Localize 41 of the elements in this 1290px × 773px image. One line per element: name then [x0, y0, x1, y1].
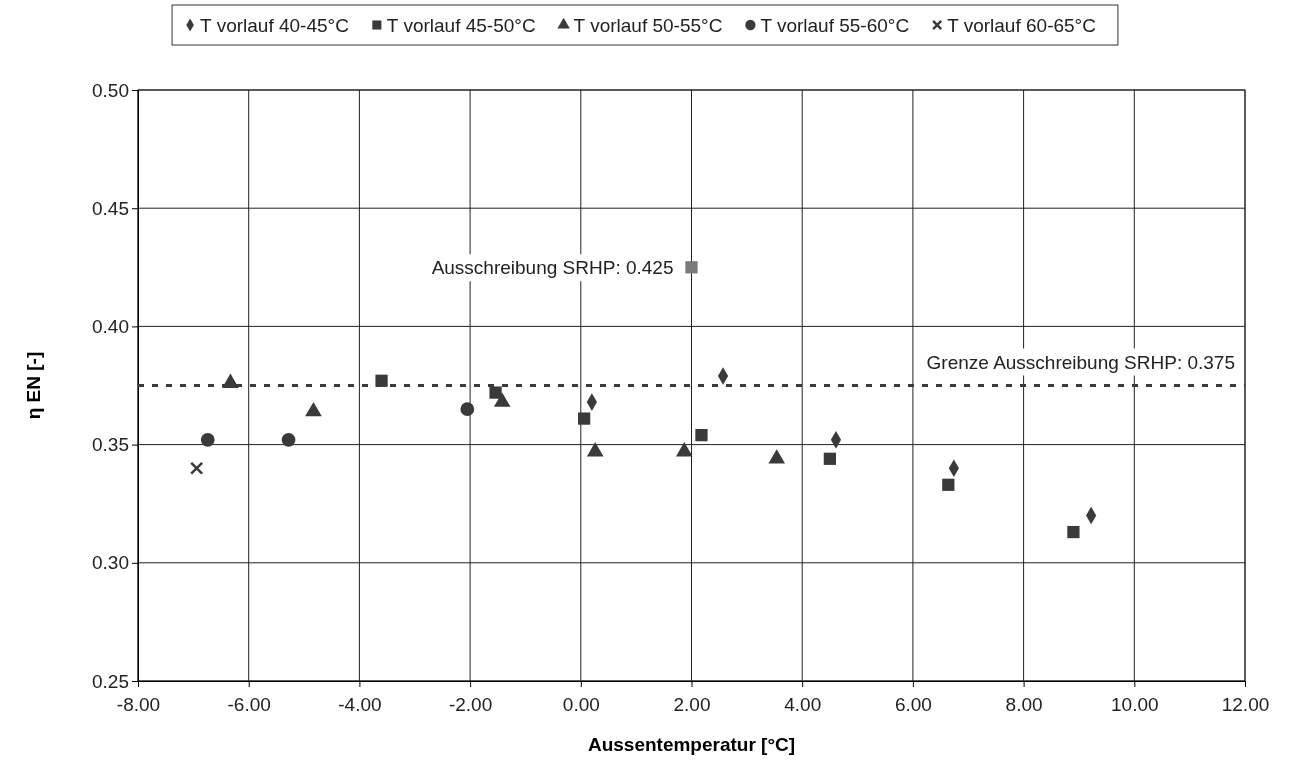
x-axis-title: Aussentemperatur [°C]	[587, 734, 796, 755]
annotation: Ausschreibung SRHP: 0.425	[431, 257, 674, 279]
point	[695, 429, 708, 442]
y-tick-label: 0.45	[92, 197, 129, 219]
point	[460, 402, 475, 417]
point	[675, 442, 693, 457]
point	[375, 374, 388, 387]
point	[685, 261, 698, 274]
x-tick-label: -8.00	[116, 693, 161, 715]
y-axis-title: η EN [-]	[23, 351, 44, 420]
y-tick-label: 0.30	[92, 552, 129, 574]
point	[189, 461, 204, 475]
y-tick-label: 0.50	[92, 79, 129, 101]
legend-label: T vorlauf 40-45°C	[200, 15, 349, 36]
legend-label: T vorlauf 55-60°C	[760, 15, 910, 36]
ref-line-label: Grenze Ausschreibung SRHP: 0.375	[926, 351, 1235, 373]
point	[200, 432, 215, 447]
point	[823, 452, 836, 465]
y-tick-label: 0.35	[92, 434, 129, 456]
x-tick-label: 2.00	[673, 693, 711, 715]
x-tick-label: 0.00	[562, 693, 600, 715]
x-tick-label: 4.00	[784, 693, 822, 715]
y-tick-label: 0.40	[92, 315, 129, 337]
x-tick-label: 10.00	[1111, 693, 1159, 715]
x-tick-label: 6.00	[894, 693, 932, 715]
point	[489, 386, 502, 399]
legend-label: T vorlauf 50-55°C	[573, 15, 723, 36]
legend-label: T vorlauf 45-50°C	[386, 15, 536, 36]
y-tick-label: 0.25	[92, 670, 129, 692]
point	[578, 412, 591, 425]
x-tick-label: 8.00	[1005, 693, 1043, 715]
point	[281, 432, 296, 447]
point	[586, 442, 604, 457]
x-tick-label: -6.00	[227, 693, 271, 715]
point	[768, 449, 786, 464]
point	[1067, 525, 1080, 539]
legend-label: T vorlauf 60-65°C	[947, 15, 1096, 36]
x-tick-label: -2.00	[448, 693, 493, 715]
x-tick-label: -4.00	[338, 693, 382, 715]
x-tick-label: 12.00	[1221, 693, 1270, 715]
point	[942, 478, 955, 491]
